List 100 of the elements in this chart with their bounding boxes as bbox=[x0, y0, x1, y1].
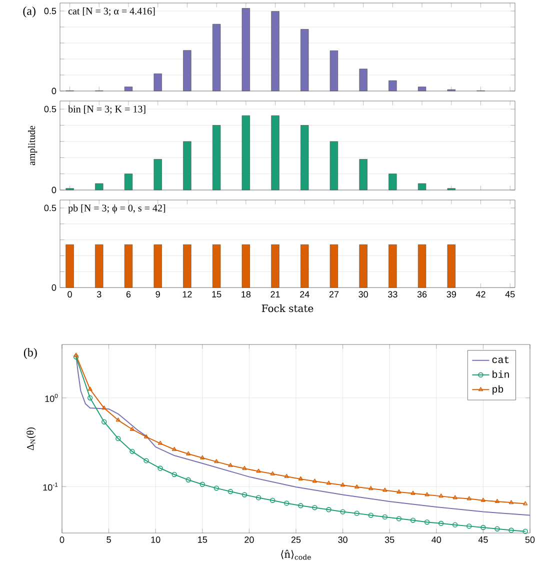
x-tick-label: 5 bbox=[106, 536, 111, 543]
point bbox=[116, 436, 121, 442]
point bbox=[186, 477, 191, 483]
bar bbox=[388, 174, 397, 190]
y-axis-title: amplitude bbox=[28, 126, 38, 166]
point bbox=[200, 455, 205, 460]
point bbox=[410, 490, 416, 495]
point bbox=[382, 514, 388, 520]
annotation: cat [N = 3; α = 4.416] bbox=[68, 7, 155, 16]
y-axis-title: Δ$_{N}$(θ) bbox=[26, 427, 36, 450]
x-tick-label: 3 bbox=[96, 291, 102, 298]
point bbox=[242, 492, 248, 498]
x-tick-label: 42 bbox=[476, 291, 486, 298]
point bbox=[354, 484, 360, 488]
x-tick-label: 15 bbox=[198, 536, 208, 543]
y-tick-label: 0 bbox=[52, 186, 56, 194]
point bbox=[172, 472, 177, 478]
bar bbox=[183, 50, 192, 92]
point bbox=[144, 434, 149, 438]
point bbox=[480, 498, 486, 502]
bar bbox=[359, 68, 368, 92]
x-tick-label: 45 bbox=[478, 536, 488, 543]
bar bbox=[418, 86, 426, 92]
x-tick-label: 18 bbox=[242, 291, 251, 298]
point bbox=[354, 510, 360, 516]
bar bbox=[212, 125, 221, 190]
bar bbox=[330, 50, 338, 92]
point bbox=[410, 518, 416, 523]
x-tick-label: 50 bbox=[525, 536, 535, 543]
point bbox=[396, 489, 402, 494]
point bbox=[494, 498, 500, 503]
point bbox=[382, 488, 388, 492]
point bbox=[312, 478, 318, 483]
x-tick-label: 25 bbox=[291, 536, 301, 543]
point bbox=[130, 426, 134, 431]
bar bbox=[124, 86, 133, 92]
bar bbox=[212, 24, 221, 92]
y-tick-label: 0 bbox=[52, 88, 56, 94]
x-tick-label: 9 bbox=[156, 291, 160, 298]
bar bbox=[330, 141, 338, 190]
point bbox=[256, 468, 261, 473]
annotation: pb [N = 3; ϕ = 0, s = 42] bbox=[68, 204, 166, 214]
point bbox=[466, 496, 472, 500]
x-tick-label: 20 bbox=[244, 536, 254, 543]
y-tick-label: 10$^{0}$ bbox=[45, 394, 58, 402]
point bbox=[438, 494, 444, 498]
bar bbox=[418, 183, 426, 190]
point bbox=[158, 440, 163, 445]
point bbox=[508, 500, 514, 504]
x-tick-label: 40 bbox=[432, 536, 442, 543]
point bbox=[452, 495, 458, 500]
x-tick-label: 21 bbox=[270, 291, 280, 298]
point bbox=[270, 471, 275, 476]
point bbox=[326, 480, 332, 485]
x-tick-label: 27 bbox=[329, 291, 339, 298]
x-tick-label: 0 bbox=[68, 291, 72, 298]
point bbox=[256, 495, 262, 500]
x-tick-label: 35 bbox=[384, 536, 394, 543]
bar bbox=[183, 141, 192, 190]
x-axis-title: ⟨n̂⟩$_{code}$ bbox=[281, 550, 311, 560]
bar bbox=[300, 29, 309, 92]
point bbox=[494, 526, 500, 532]
x-tick-label: 39 bbox=[446, 291, 456, 298]
point bbox=[158, 466, 163, 471]
point bbox=[284, 474, 289, 478]
legend-label: cat bbox=[492, 356, 509, 364]
point bbox=[424, 520, 430, 525]
point bbox=[88, 386, 92, 391]
point bbox=[480, 524, 486, 530]
x-tick-label: 45 bbox=[505, 291, 515, 298]
x-tick-label: 0 bbox=[60, 536, 64, 543]
y-tick-label: 0 bbox=[52, 284, 56, 291]
point bbox=[116, 418, 120, 422]
bar bbox=[154, 159, 162, 190]
x-tick-label: 12 bbox=[182, 291, 192, 298]
legend-label: pb bbox=[492, 385, 504, 395]
bar bbox=[154, 74, 162, 92]
point bbox=[396, 516, 402, 522]
y-tick-label: 10$^{-1}$ bbox=[43, 482, 58, 491]
point bbox=[102, 419, 107, 424]
point bbox=[284, 500, 290, 506]
point bbox=[214, 459, 219, 464]
point bbox=[228, 488, 234, 494]
point bbox=[508, 528, 514, 533]
bar bbox=[242, 115, 250, 190]
bar bbox=[95, 183, 104, 190]
point bbox=[172, 446, 177, 452]
point bbox=[298, 503, 304, 508]
x-tick-label: 24 bbox=[300, 291, 310, 298]
legend-label: bin bbox=[492, 370, 509, 378]
x-tick-label: 10 bbox=[151, 536, 160, 543]
y-tick-label: 0.5 bbox=[44, 204, 56, 212]
point bbox=[298, 476, 303, 480]
point bbox=[326, 507, 332, 512]
point bbox=[214, 486, 220, 491]
x-tick-label: 33 bbox=[388, 291, 398, 298]
text: (b) bbox=[24, 348, 37, 359]
point bbox=[452, 522, 458, 528]
point bbox=[144, 458, 149, 464]
x-tick-label: 30 bbox=[338, 536, 348, 543]
